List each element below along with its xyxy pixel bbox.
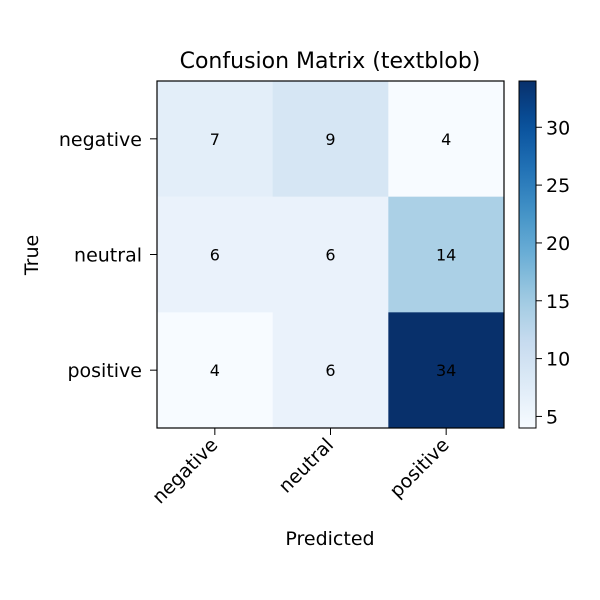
heatmap-cell: [157, 81, 274, 198]
colorbar-tick-label: 10: [546, 349, 570, 371]
cell-value-label: 4: [441, 130, 451, 149]
y-axis-ticks: negative neutral positive: [59, 129, 157, 382]
x-tick-label: negative: [148, 434, 222, 508]
x-tick-label: neutral: [274, 434, 338, 498]
heatmap-cell: [388, 312, 505, 429]
y-axis-label: True: [21, 235, 43, 276]
heatmap-cells: [157, 81, 505, 429]
cell-value-label: 6: [210, 246, 220, 265]
colorbar-tick-label: 15: [546, 291, 570, 313]
heatmap-cell: [272, 81, 389, 198]
x-axis-ticks: negative neutral positive: [148, 428, 454, 508]
heatmap-cell-labels: 7 9 4 6 6 14 4 6 34: [210, 130, 457, 380]
colorbar-tick-label: 30: [546, 117, 570, 139]
colorbar-tick-label: 5: [546, 406, 558, 428]
heatmap-cell: [272, 312, 389, 429]
heatmap-cell: [388, 196, 505, 313]
cell-value-label: 9: [325, 130, 335, 149]
x-tick-label: positive: [385, 434, 453, 502]
y-tick-label: neutral: [74, 245, 142, 267]
heatmap-cell: [272, 196, 389, 313]
colorbar-gradient: [518, 80, 537, 429]
heatmap-cell: [157, 196, 274, 313]
cell-value-label: 4: [210, 361, 220, 380]
cell-value-label: 6: [325, 246, 335, 265]
cell-value-label: 6: [325, 361, 335, 380]
y-tick-label: negative: [59, 129, 142, 151]
y-tick-label: positive: [67, 360, 142, 382]
heatmap-cell: [157, 312, 274, 429]
cell-value-label: 7: [210, 130, 220, 149]
cell-value-label: 14: [436, 246, 456, 265]
x-axis-label: Predicted: [285, 528, 374, 550]
heatmap-cell: [388, 81, 505, 198]
colorbar: 5 10 15 20 25 30: [518, 80, 570, 429]
chart-title: Confusion Matrix (textblob): [180, 49, 481, 74]
cell-value-label: 34: [436, 361, 456, 380]
colorbar-tick-label: 25: [546, 175, 570, 197]
colorbar-tick-label: 20: [546, 233, 570, 255]
